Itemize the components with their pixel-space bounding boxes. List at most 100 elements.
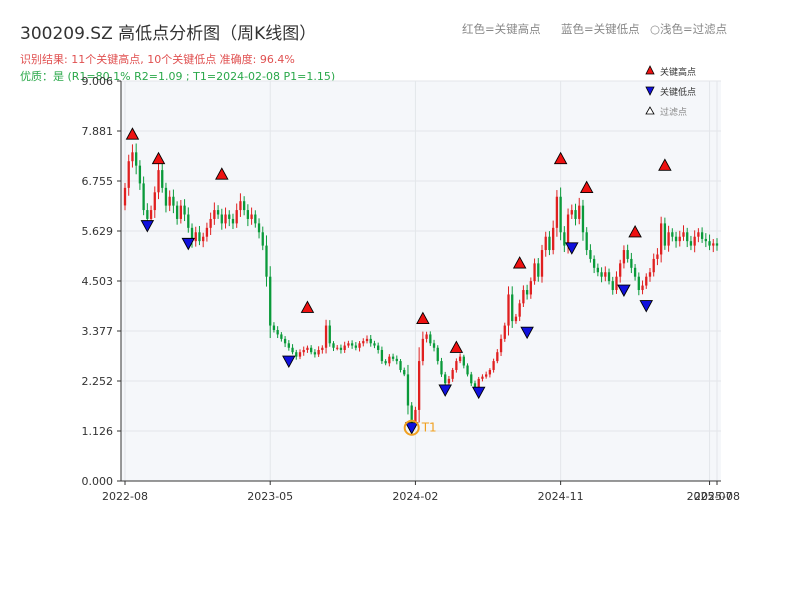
candle-body xyxy=(317,349,320,355)
candle-body xyxy=(380,349,384,362)
candle-body xyxy=(287,343,290,348)
candle-body xyxy=(458,356,462,362)
candle-body xyxy=(715,243,719,246)
candle-body xyxy=(656,254,659,259)
candle-body xyxy=(470,374,473,384)
candle-body xyxy=(324,325,328,348)
candle-body xyxy=(395,358,398,362)
x-tick-label: 2024-11 xyxy=(538,490,584,503)
legend-box: 关键高点 关键低点 过滤点 xyxy=(645,65,696,118)
candle-body xyxy=(648,272,652,277)
candle-body xyxy=(257,223,261,233)
x-tick-label: 2024-02 xyxy=(392,490,438,503)
candle-body xyxy=(630,258,633,268)
candle-body xyxy=(514,316,518,322)
candle-body xyxy=(187,214,190,228)
candle-body xyxy=(291,347,294,353)
axis-ticks: 0.000 1.126 2.252 3.377 4.503 5.629 6.755 7.881… xyxy=(82,75,740,503)
candle-body xyxy=(529,281,532,295)
candle-body xyxy=(205,227,209,237)
candle-body xyxy=(280,334,283,339)
key-low-marker xyxy=(617,284,631,297)
candle-body xyxy=(142,183,145,211)
candle-body xyxy=(194,232,197,242)
candle-body xyxy=(123,187,127,206)
candle-body xyxy=(574,210,577,219)
candle-body xyxy=(347,343,350,346)
y-tick-label: 2.252 xyxy=(82,375,114,388)
candle-body xyxy=(663,223,667,246)
candle-body xyxy=(671,232,674,237)
candle-body xyxy=(592,258,596,268)
candle-body xyxy=(220,214,223,224)
candle-body xyxy=(377,345,380,350)
candle-body xyxy=(496,352,499,362)
candle-body xyxy=(693,236,696,246)
candle-body xyxy=(213,210,216,219)
y-tick-label: 1.126 xyxy=(82,425,114,438)
candle-body xyxy=(440,361,443,375)
candle-body xyxy=(659,223,663,255)
candle-body xyxy=(525,290,529,295)
candle-body xyxy=(645,276,648,286)
candle-body xyxy=(216,210,220,215)
candle-body xyxy=(246,210,250,219)
candle-body xyxy=(369,338,372,344)
candle-body xyxy=(652,258,655,273)
key-high-marker xyxy=(416,311,430,324)
candle-body xyxy=(518,303,521,317)
candle-body xyxy=(689,241,693,246)
candle-body xyxy=(604,272,607,277)
candle-body xyxy=(712,243,715,246)
candle-body xyxy=(451,369,454,379)
candle-body xyxy=(306,347,309,350)
candle-body xyxy=(492,361,495,370)
candle-body xyxy=(667,232,670,246)
x-tick-label: 2025-08 xyxy=(694,490,740,503)
candle-body xyxy=(581,205,585,233)
candle-body xyxy=(384,361,387,364)
key-low-marker xyxy=(404,422,419,435)
candle-body xyxy=(436,347,439,362)
candle-body xyxy=(555,196,559,228)
candle-body xyxy=(354,345,357,348)
candle-body xyxy=(250,214,253,219)
candle-body xyxy=(149,210,153,219)
candle-body xyxy=(135,152,138,166)
candle-body xyxy=(362,341,365,344)
key-high-marker xyxy=(449,340,464,353)
candle-body xyxy=(146,210,149,219)
candle-body xyxy=(164,187,168,206)
candle-body xyxy=(209,218,212,228)
candle-body xyxy=(566,214,570,246)
top-legend-blue: 蓝色=关键低点 xyxy=(561,22,640,36)
candle-body xyxy=(202,236,205,242)
x-tick-label: 2022-08 xyxy=(102,490,148,503)
candle-body xyxy=(239,201,242,211)
key-high-marker xyxy=(553,151,568,165)
candle-body xyxy=(410,405,413,424)
key-high-marker xyxy=(628,224,642,238)
candle-body xyxy=(552,227,555,251)
key-high-marker xyxy=(300,300,315,313)
candle-body xyxy=(462,356,465,366)
candle-body xyxy=(507,294,510,326)
candle-body xyxy=(179,205,183,219)
candle-body xyxy=(700,232,704,239)
candle-body xyxy=(310,347,313,353)
candle-body xyxy=(272,325,276,330)
candle-body xyxy=(626,250,629,259)
candle-body xyxy=(682,232,685,237)
candle-body xyxy=(607,272,611,282)
candle-body xyxy=(417,361,421,410)
key-high-marker xyxy=(512,256,527,269)
key-low-marker xyxy=(520,326,534,340)
candle-body xyxy=(477,378,480,388)
candle-body xyxy=(678,236,681,242)
candle-body xyxy=(295,352,298,357)
candle-body xyxy=(403,369,406,375)
candle-body xyxy=(153,192,156,211)
candle-body xyxy=(488,369,492,375)
candle-body xyxy=(276,329,279,335)
